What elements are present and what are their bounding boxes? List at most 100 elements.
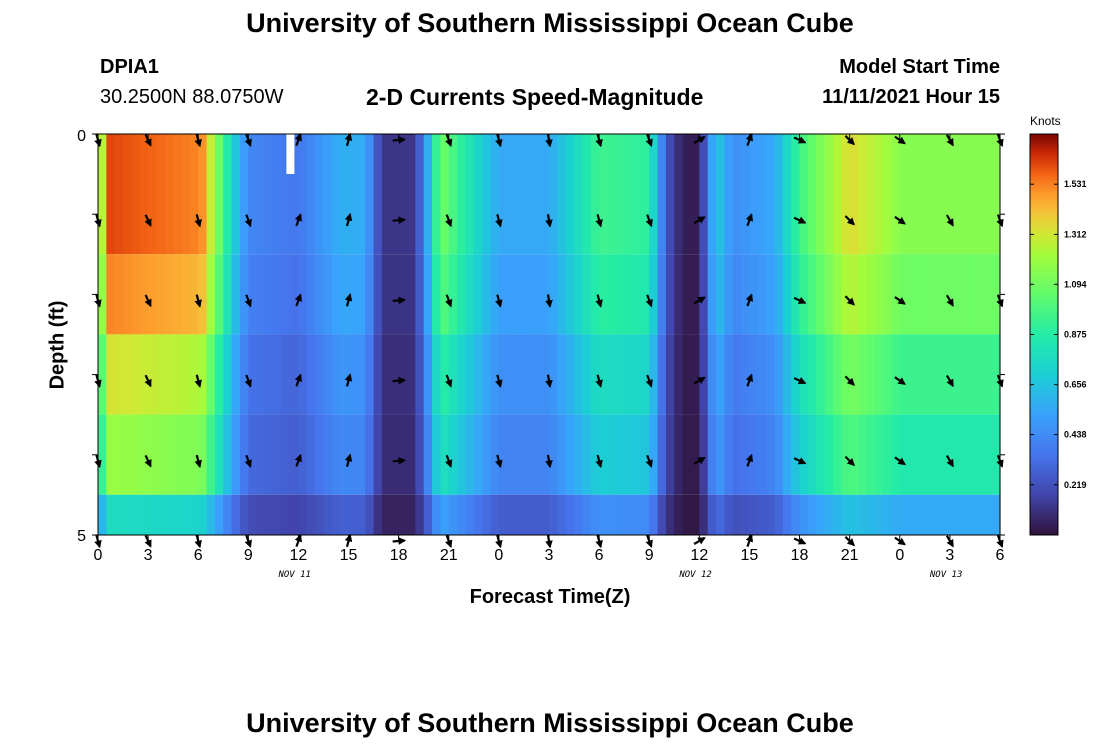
heatmap-cell [106,254,116,335]
heatmap-cell [665,494,675,535]
heatmap-cell [465,134,475,174]
heatmap-cell [532,174,542,255]
heatmap-cell [106,174,116,255]
heatmap-cell [966,254,976,335]
heatmap-cell [331,414,341,495]
heatmap-cell [924,174,934,255]
heatmap-cell [265,174,274,255]
heatmap-cell [181,414,191,495]
heatmap-cell [356,494,366,535]
heatmap-cell [98,174,107,255]
heatmap-cell [599,174,609,255]
heatmap-cell [908,334,918,415]
x-tick-label: 3 [945,547,954,564]
heatmap-cell [883,494,893,535]
heatmap-cell [164,134,174,174]
current-vector [344,293,353,307]
heatmap-cell [690,174,700,255]
current-vector [244,214,252,228]
heatmap-cell [139,254,149,335]
heatmap-cell [348,334,358,415]
heatmap-cell [741,254,751,335]
heatmap-cell [799,494,809,535]
heatmap-cell [682,494,692,535]
heatmap-cell [866,494,876,535]
heatmap-cell [390,134,400,174]
heatmap-cell [832,254,842,335]
heatmap-cell [298,334,308,415]
heatmap-cell [498,334,508,415]
current-vector [645,454,653,468]
heatmap-cell [131,414,141,495]
x-tick-label: 6 [194,547,203,564]
heatmap-cell [757,494,767,535]
current-vector [844,295,855,306]
heatmap-cell [281,254,291,335]
heatmap-cell [991,174,1001,255]
heatmap-cell [198,174,208,255]
heatmap-cell [448,174,458,255]
x-tick-label: 3 [144,547,153,564]
heatmap-cell [741,414,751,495]
heatmap-cell [791,334,801,415]
heatmap-cell [908,414,918,495]
heatmap-cell [649,254,659,335]
heatmap-cell [941,134,951,174]
heatmap-cell [574,134,584,174]
current-vector [894,376,906,385]
heatmap-cell [557,134,567,174]
heatmap-cell [390,174,400,255]
heatmap-cell [674,494,684,535]
current-vector [693,216,706,225]
heatmap-cell [858,414,867,495]
heatmap-cell [615,494,625,535]
heatmap-cell [590,494,600,535]
heatmap-cell [565,334,575,415]
heatmap-cell [874,174,884,255]
heatmap-cell [365,174,375,255]
heatmap-cell [323,254,333,335]
station-id: DPIA1 [100,56,159,78]
heatmap-cell [607,134,617,174]
heatmap-cell [799,254,809,335]
heatmap-cell [523,134,533,174]
x-tick-label: 9 [645,547,654,564]
heatmap-cell [716,494,725,535]
heatmap-cell [407,134,416,174]
heatmap-cell [248,414,258,495]
heatmap-cell [899,494,909,535]
heatmap-cell [757,334,767,415]
heatmap-cell [432,334,442,415]
heatmap-cell [156,174,166,255]
heatmap-cell [883,334,893,415]
heatmap-cell [732,334,742,415]
heatmap-cell [415,334,425,415]
heatmap-cell [423,134,433,174]
heatmap-cell [549,174,558,255]
heatmap-cell [766,134,776,174]
heatmap-cell [816,254,826,335]
heatmap-cell [498,174,508,255]
heatmap-cell [632,174,642,255]
colorbar-tick-label: 1.094 [1064,279,1087,289]
heatmap-cell [415,134,425,174]
heatmap-cell [306,254,316,335]
heatmap-cell [407,254,416,335]
heatmap-cell [574,254,584,335]
heatmap-cell [365,254,375,335]
heatmap-cell [557,414,567,495]
x-tick-label: 0 [895,547,904,564]
heatmap-cell [298,254,308,335]
heatmap-cell [390,254,400,335]
current-vector [495,214,503,228]
heatmap-cell [883,134,893,174]
heatmap-cell [974,334,984,415]
current-vector [144,454,152,468]
heatmap-cell [949,174,959,255]
current-vector [793,377,807,385]
heatmap-cell [348,254,358,335]
heatmap-cell [340,494,350,535]
heatmap-cell [649,414,659,495]
current-vector [244,134,252,148]
current-vector [693,456,706,465]
